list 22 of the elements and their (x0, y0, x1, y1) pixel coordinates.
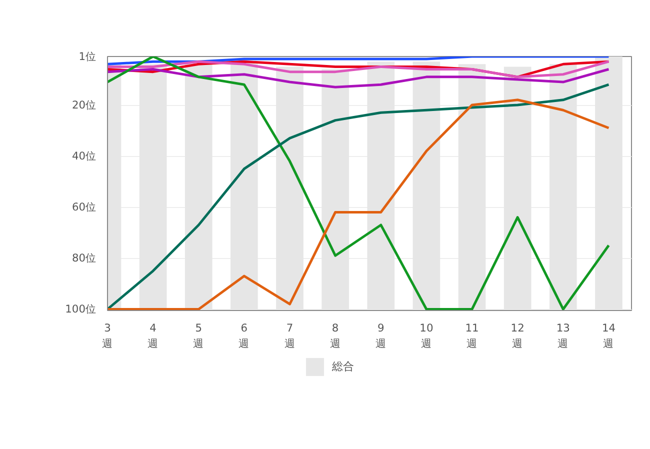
y-tick-label: 100位 (65, 302, 97, 316)
x-tick-label: 10週 (420, 322, 434, 350)
y-tick-label: 60位 (72, 200, 97, 214)
line-series (108, 56, 610, 66)
x-tick-label: 12週 (510, 322, 524, 350)
legend-label: 総合 (332, 359, 354, 375)
legend-item: 総合 (306, 358, 354, 376)
x-tick-label: 6週 (238, 322, 250, 350)
y-tick-label: 20位 (72, 98, 97, 112)
x-tick-label: 9週 (375, 322, 386, 350)
line-series (108, 68, 610, 88)
x-tick-label: 13週 (556, 322, 570, 350)
x-tick-label: 8週 (330, 322, 341, 350)
x-tick-label: 5週 (193, 322, 204, 350)
y-tick-label: 80位 (72, 252, 97, 265)
x-tick-label: 4週 (148, 322, 159, 350)
x-tick-label: 7週 (284, 322, 296, 350)
y-tick-label: 1位 (78, 50, 96, 63)
x-tick-label: 14週 (602, 322, 616, 350)
x-tick-label: 3週 (102, 322, 113, 350)
y-tick-label: 40位 (72, 150, 97, 163)
x-tick-label: 11週 (465, 322, 479, 350)
